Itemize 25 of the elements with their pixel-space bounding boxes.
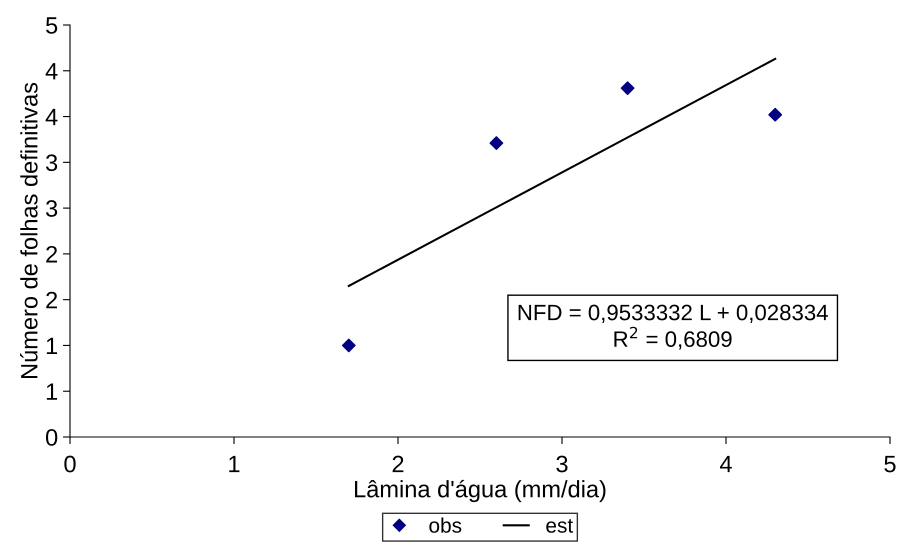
- legend-label: est: [546, 519, 574, 533]
- y-axis-title: Número de folhas definitivas: [20, 82, 38, 378]
- y-tick-label: 1: [46, 338, 58, 354]
- x-tick-label: 1: [229, 456, 240, 472]
- y-tick-label: 2: [46, 246, 58, 262]
- y-tick-label: 4: [46, 108, 58, 126]
- annotation: NFD = 0,9533332 L + 0,028334 R$^{2}$ = 0,6809: [518, 304, 828, 350]
- legend-label: obs: [429, 518, 462, 533]
- y-tick-label: 0: [46, 429, 58, 446]
- x-tick-label: 5: [884, 456, 896, 472]
- point: [620, 81, 635, 96]
- x-tick-label: 3: [556, 456, 568, 472]
- y-tick-label: 5: [46, 17, 58, 34]
- point: [342, 338, 356, 352]
- y-tick-label: 2: [46, 292, 58, 308]
- y-tick-label: 3: [46, 154, 58, 172]
- point: [768, 108, 782, 122]
- y-tick-label: 4: [46, 63, 58, 80]
- point: [489, 136, 504, 150]
- x-tick-label: 0: [64, 456, 76, 472]
- y-tick-label: 1: [46, 384, 58, 400]
- x-axis-title: Lâmina d'água (mm/dia): [355, 480, 606, 502]
- y-tick-label: 3: [46, 200, 58, 217]
- x-tick-label: 4: [720, 456, 732, 472]
- x-tick-label: 2: [392, 456, 404, 472]
